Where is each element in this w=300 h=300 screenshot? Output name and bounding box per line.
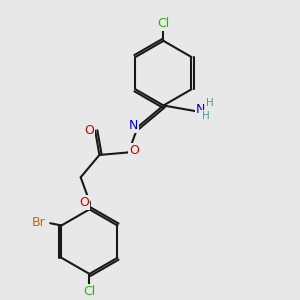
Text: N: N: [196, 103, 205, 116]
Text: O: O: [129, 144, 139, 157]
Text: H: H: [206, 98, 214, 108]
Text: N: N: [128, 119, 138, 132]
Text: O: O: [79, 196, 89, 209]
Text: H: H: [202, 111, 210, 121]
Text: Cl: Cl: [83, 285, 96, 298]
Text: Cl: Cl: [157, 17, 170, 30]
Text: O: O: [84, 124, 94, 137]
Text: Br: Br: [31, 216, 45, 229]
